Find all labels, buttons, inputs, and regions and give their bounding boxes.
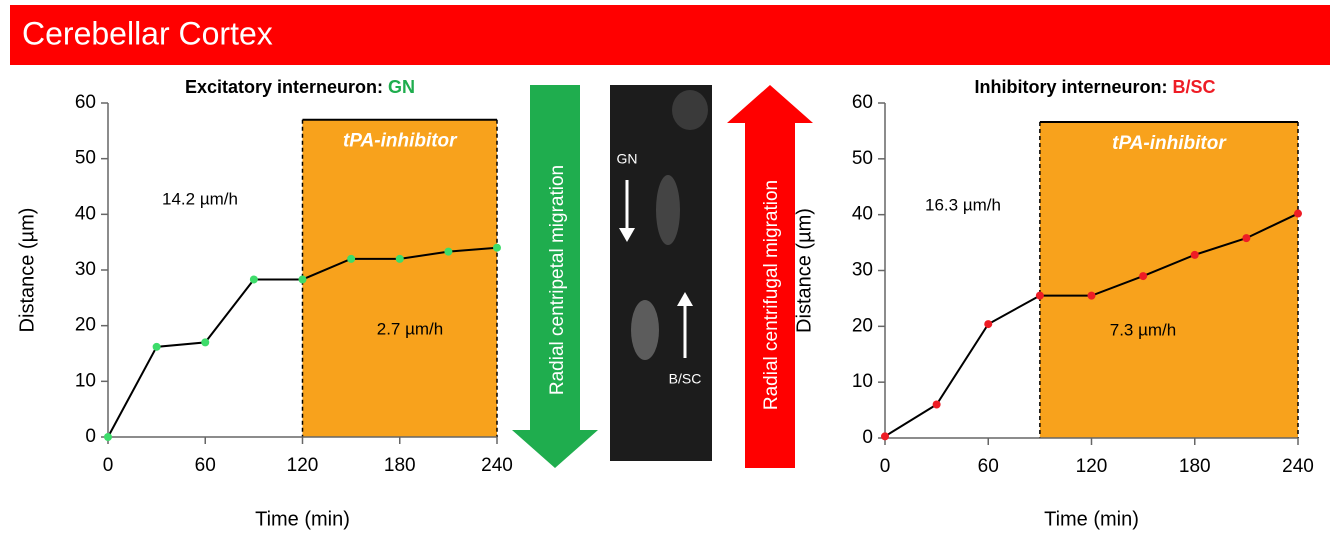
data-point	[1294, 209, 1302, 218]
y-tick-label: 20	[852, 315, 873, 336]
micrograph	[610, 85, 712, 461]
x-tick-label: 0	[880, 456, 891, 477]
annotation: 16.3 µm/h	[925, 195, 1001, 214]
y-axis-label: Distance (µm)	[16, 208, 38, 333]
data-point	[395, 254, 404, 263]
y-tick-label: 10	[75, 370, 96, 391]
image-arrow-head	[619, 228, 635, 242]
x-tick-label: 60	[978, 456, 999, 477]
y-axis-label: Distance (µm)	[793, 208, 815, 333]
x-tick-label: 240	[481, 455, 513, 476]
y-tick-label: 50	[852, 148, 873, 169]
data-point	[881, 432, 889, 441]
chart-title: Inhibitory interneuron: B/SC	[974, 77, 1215, 97]
up-arrow	[727, 85, 813, 468]
data-point	[1139, 272, 1148, 281]
data-point	[932, 400, 941, 409]
header-bar	[10, 5, 1330, 65]
y-tick-label: 30	[852, 260, 873, 281]
y-tick-label: 60	[852, 92, 873, 113]
y-tick-label: 20	[75, 315, 96, 336]
x-tick-label: 120	[287, 455, 319, 476]
shade-region	[1039, 121, 1298, 438]
data-point	[201, 338, 210, 347]
cell	[656, 175, 680, 245]
data-point	[152, 342, 161, 351]
x-axis-label: Time (min)	[255, 508, 350, 530]
y-tick-label: 0	[862, 427, 873, 448]
data-point	[1190, 250, 1199, 259]
y-tick-label: 40	[852, 204, 873, 225]
x-tick-label: 180	[1179, 456, 1211, 477]
annotation: 7.3 µm/h	[1110, 320, 1177, 339]
shade-region	[302, 119, 497, 437]
title-text: Inhibitory interneuron:	[974, 77, 1172, 97]
y-tick-label: 30	[75, 259, 96, 280]
data-point	[444, 247, 453, 256]
data-point	[104, 433, 112, 441]
image-label: GN	[617, 151, 638, 167]
title-text: Excitatory interneuron:	[185, 77, 388, 97]
y-tick-label: 0	[85, 426, 96, 447]
y-tick-label: 10	[852, 371, 873, 392]
x-tick-label: 120	[1076, 456, 1108, 477]
data-point	[984, 320, 993, 329]
arrow-label: Radial centripetal migration	[547, 165, 568, 395]
data-point	[249, 275, 258, 284]
annotation: 14.2 µm/h	[162, 189, 238, 208]
title-highlight: GN	[388, 77, 415, 97]
cell	[631, 300, 659, 360]
image-arrow-head	[677, 292, 693, 306]
y-tick-label: 40	[75, 203, 96, 224]
header-title: Cerebellar Cortex	[22, 15, 273, 51]
data-point	[347, 254, 356, 263]
shade-label: tPA-inhibitor	[343, 131, 458, 152]
x-tick-label: 60	[195, 455, 216, 476]
chart-title: Excitatory interneuron: GN	[185, 77, 415, 97]
data-point	[1087, 291, 1096, 300]
x-tick-label: 240	[1282, 456, 1314, 477]
x-tick-label: 0	[103, 455, 114, 476]
annotation: 2.7 µm/h	[377, 319, 444, 338]
data-point	[493, 243, 501, 252]
data-point	[1035, 291, 1044, 300]
shade-label: tPA-inhibitor	[1112, 133, 1227, 154]
data-point	[298, 275, 307, 284]
y-tick-label: 50	[75, 148, 96, 169]
cell	[672, 90, 708, 130]
title-highlight: B/SC	[1172, 77, 1215, 97]
x-tick-label: 180	[384, 455, 416, 476]
x-axis-label: Time (min)	[1044, 508, 1139, 530]
down-arrow	[512, 85, 598, 468]
y-tick-label: 60	[75, 92, 96, 113]
image-label: B/SC	[669, 371, 702, 387]
data-point	[1242, 234, 1251, 243]
arrow-label: Radial centrifugal migration	[761, 180, 782, 410]
